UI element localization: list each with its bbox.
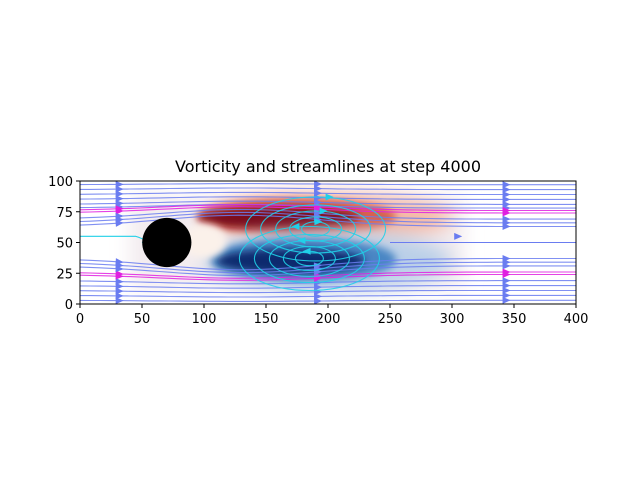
- streamline-arrow: [115, 297, 124, 304]
- y-axis: 0 25 50 75 100: [48, 175, 80, 313]
- streamline-arrow: [502, 222, 511, 230]
- streamline: [80, 261, 576, 274]
- plot-area: [80, 181, 576, 304]
- recirculation-streamline: [282, 245, 336, 272]
- streamline-arrow: [115, 282, 124, 290]
- x-axis: 0 50 100 150 200 250 300 350 400: [76, 304, 589, 327]
- streamline-arrow: [454, 232, 463, 240]
- streamline-arrow: [314, 194, 323, 202]
- obstacle-layer: [142, 217, 192, 268]
- recirculation-streamline: [253, 233, 365, 284]
- streamline-arrow: [502, 291, 511, 299]
- streamline-arrow: [115, 185, 124, 193]
- streamline: [80, 273, 576, 281]
- x-tick-label: 400: [564, 312, 589, 327]
- streamline: [80, 299, 576, 302]
- streamline-arrow: [502, 277, 511, 285]
- streamline: [80, 280, 576, 285]
- streamline: [80, 200, 576, 205]
- streamline-arrow: [319, 207, 328, 215]
- streamline: [80, 203, 576, 209]
- y-tick-label: 25: [56, 267, 73, 282]
- streamline-arrow: [314, 218, 323, 226]
- streamline-arrow: [502, 191, 511, 199]
- streamline-arrow: [502, 282, 511, 290]
- streamline-arrow: [115, 287, 124, 295]
- streamline-arrow: [502, 181, 511, 189]
- streamline-arrow: [115, 265, 124, 273]
- streamline-arrow: [314, 189, 323, 197]
- streamline: [80, 211, 576, 224]
- streamline-arrow: [115, 190, 124, 198]
- y-tick-label: 75: [56, 206, 73, 221]
- streamline-arrow: [115, 219, 124, 227]
- x-tick-label: 350: [502, 312, 527, 327]
- recirculation-streamline: [238, 225, 380, 292]
- recirculation-streamline: [268, 239, 350, 278]
- streamline-arrow: [502, 296, 511, 304]
- streamline-arrow: [115, 292, 124, 300]
- x-tick-label: 300: [440, 312, 465, 327]
- streamline: [80, 208, 576, 220]
- streamline-arrow: [502, 286, 511, 294]
- chart-title: Vorticity and streamlines at step 4000: [175, 157, 481, 176]
- x-tick-label: 150: [254, 312, 279, 327]
- streamline: [80, 183, 576, 186]
- streamline-arrow: [115, 270, 124, 278]
- streamline: [80, 265, 576, 277]
- streamline-arrow: [502, 262, 511, 270]
- streamline-arrow: [325, 193, 334, 201]
- streamline: [80, 206, 576, 214]
- streamline-arrow: [302, 247, 311, 255]
- streamline-arrow: [502, 209, 511, 217]
- streamline-arrow: [115, 195, 124, 203]
- x-tick-label: 200: [316, 312, 341, 327]
- streamline-arrow: [314, 297, 323, 304]
- streamline-arrow: [115, 207, 124, 215]
- streamline-arrow: [502, 195, 511, 203]
- x-tick-label: 50: [134, 312, 151, 327]
- y-tick-label: 50: [56, 237, 73, 252]
- streamline: [80, 191, 576, 196]
- x-tick-label: 100: [192, 312, 217, 327]
- streamline-arrow: [115, 258, 124, 266]
- streamline-arrow: [314, 181, 323, 188]
- recirculation-streamline: [245, 196, 387, 262]
- streamline-arrow: [314, 283, 323, 291]
- streamline: [80, 204, 576, 212]
- streamline: [80, 289, 576, 294]
- vorticity-near-wake: [181, 224, 227, 259]
- streamline-arrow: [314, 185, 323, 193]
- streamline: [80, 271, 576, 279]
- streamlines: [80, 181, 576, 304]
- x-tick-label: 250: [378, 312, 403, 327]
- streamline: [80, 187, 576, 191]
- streamline-arrow: [115, 278, 124, 286]
- streamline: [80, 294, 576, 298]
- recirculation-streamline: [260, 204, 372, 254]
- streamline-arrow: [313, 262, 323, 270]
- streamline-arrow: [502, 186, 511, 194]
- streamline-arrow: [314, 292, 323, 300]
- streamline: [80, 285, 576, 289]
- streamline-arrow: [115, 181, 124, 188]
- y-tick-label: 100: [48, 175, 73, 190]
- y-tick-label: 0: [65, 298, 73, 313]
- streamline-arrow: [502, 268, 511, 276]
- streamline-arrow: [291, 222, 300, 230]
- streamline-arrow: [297, 236, 306, 244]
- streamline-arrow: [502, 255, 511, 263]
- x-tick-label: 0: [76, 312, 84, 327]
- cylinder-obstacle: [142, 217, 192, 268]
